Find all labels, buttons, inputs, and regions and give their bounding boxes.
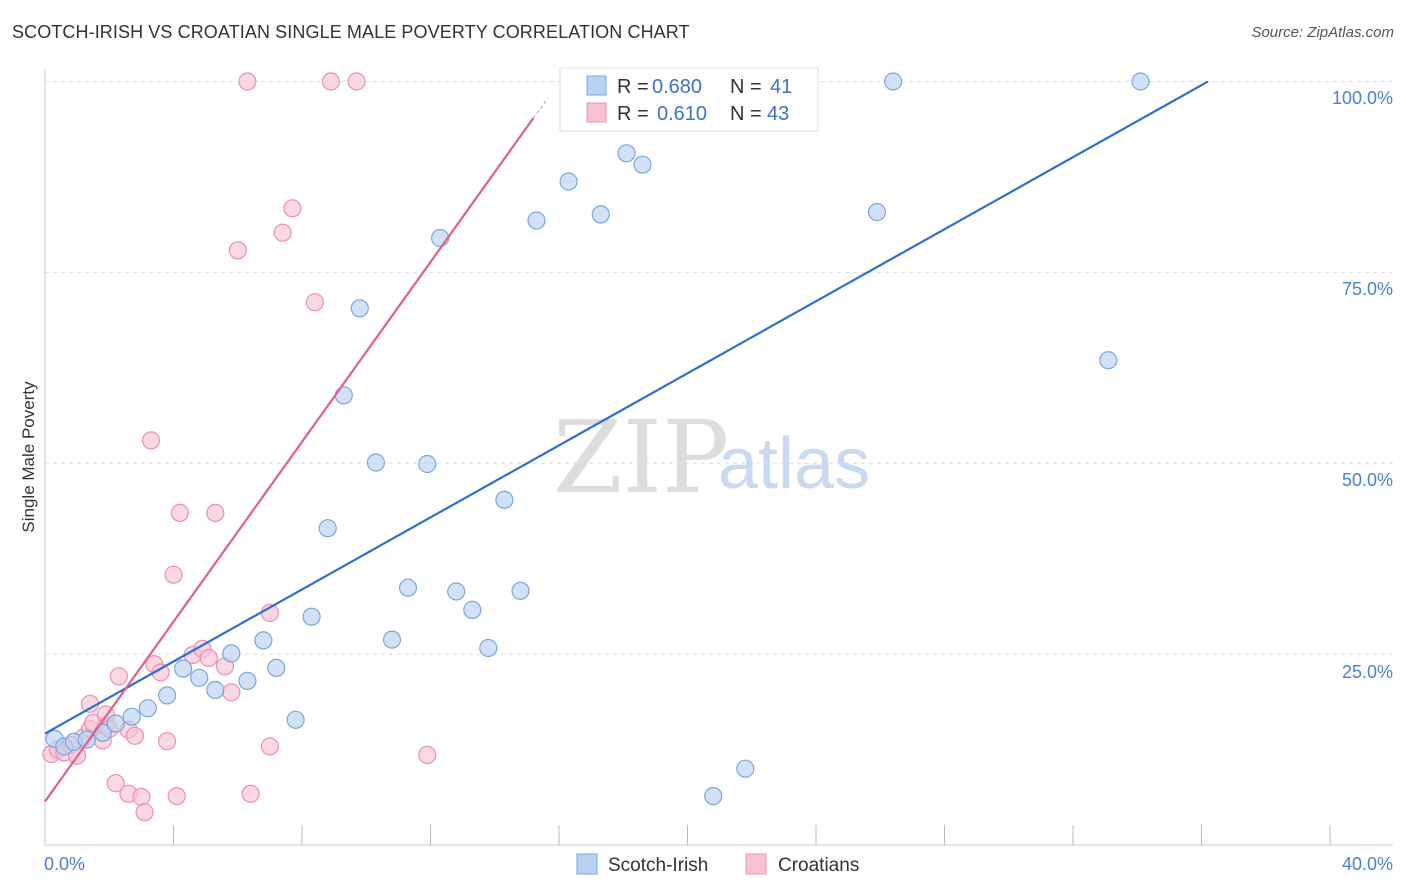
watermark: ZIP atlas [553,399,870,516]
point-scotch-irish-27 [463,600,482,620]
point-croatian-19 [135,803,154,822]
point-croatian-25 [167,786,186,806]
bottom-legend-swatch-croatians [745,853,767,875]
point-croatian-40 [305,293,324,312]
point-scotch-irish-29 [495,490,514,509]
point-scotch-irish-41 [1131,72,1150,91]
point-croatian-29 [199,648,218,668]
y-axis-label: Single Male Poverty [19,381,38,533]
point-scotch-irish-15 [267,658,286,678]
chart-title: SCOTCH-IRISH VS CROATIAN SINGLE MALE POV… [12,22,690,42]
point-scotch-irish-30 [511,581,530,600]
point-scotch-irish-32 [559,172,578,191]
point-croatian-30 [206,503,225,523]
legend-swatch-scotch-irish [586,75,607,96]
point-scotch-irish-28 [479,638,498,658]
point-scotch-irish-5 [106,714,125,733]
point-scotch-irish-25 [431,228,450,248]
grid-layer [45,81,1393,655]
point-croatian-35 [241,784,260,803]
point-scotch-irish-39 [883,72,903,91]
stats-legend: R = 0.680 N = 41 R = 0.610 N = 43 [559,67,819,132]
point-scotch-irish-21 [366,453,385,472]
point-croatian-23 [158,732,177,751]
point-scotch-irish-10 [190,668,209,687]
trend-line-croatian-extension [532,97,549,119]
point-croatian-37 [260,737,279,756]
point-scotch-irish-17 [302,607,321,626]
point-scotch-irish-38 [867,203,887,222]
point-croatian-26 [170,503,189,523]
bottom-legend-scotch-irish: Scotch-Irish [608,855,708,876]
point-scotch-irish-18 [318,519,337,538]
point-scotch-irish-34 [617,144,636,163]
y-tick-label-50: 50.0% [1342,470,1393,490]
point-scotch-irish-7 [138,699,157,718]
trend-line-scotch-irish [44,80,1209,735]
point-scotch-irish-13 [238,671,257,691]
point-scotch-irish-20 [350,299,369,318]
legend-n-value-2: 43 [767,103,789,125]
point-scotch-irish-24 [418,454,437,474]
points-layer [42,72,1150,822]
point-scotch-irish-8 [158,686,177,705]
point-croatian-14 [106,774,125,793]
point-croatian-38 [273,223,292,242]
series-legend: Scotch-Irish Croatians [576,853,859,876]
trend-layer [44,80,1209,803]
point-scotch-irish-11 [206,680,225,700]
x-tick-label-max: 40.0% [1342,854,1393,874]
legend-swatch-croatians [586,102,607,123]
point-scotch-irish-23 [398,578,418,597]
y-tick-label-75: 75.0% [1342,279,1393,299]
bottom-legend-swatch-scotch-irish [576,853,598,875]
watermark-zip: ZIP [553,399,729,516]
point-croatian-18 [132,787,151,807]
point-scotch-irish-40 [1099,351,1118,370]
point-croatian-43 [418,745,437,765]
point-scotch-irish-31 [527,211,546,230]
point-scotch-irish-6 [122,707,141,726]
point-scotch-irish-36 [704,786,723,806]
point-scotch-irish-9 [174,659,193,678]
point-scotch-irish-12 [222,644,241,663]
point-croatian-39 [283,199,302,218]
trend-line-croatian [44,117,535,803]
point-scotch-irish-14 [254,631,273,650]
legend-n-label-2: N = [730,103,762,125]
bottom-legend-croatians: Croatians [778,855,859,876]
point-croatian-17 [125,726,144,745]
watermark-atlas: atlas [718,424,870,504]
point-scotch-irish-37 [736,759,755,778]
legend-n-value-1: 41 [770,76,792,98]
point-croatian-34 [238,72,257,91]
point-croatian-42 [347,72,366,91]
axes-layer [44,68,1393,846]
y-tick-label-100: 100.0% [1332,88,1393,108]
point-scotch-irish-35 [633,155,652,174]
legend-n-label-1: N = [730,76,762,98]
point-croatian-13 [109,667,129,686]
point-croatian-33 [228,241,247,260]
legend-r-label-1: R = [617,76,649,98]
point-scotch-irish-16 [286,710,305,729]
point-croatian-41 [321,72,340,91]
legend-r-value-1: 0.680 [652,76,702,98]
point-croatian-20 [141,431,161,450]
point-croatian-32 [222,683,241,702]
x-tick-label-min: 0.0% [44,854,85,874]
legend-r-label-2: R = [617,103,649,125]
point-croatian-24 [164,565,183,584]
source-label: Source: ZipAtlas.com [1251,24,1394,41]
y-tick-label-25: 25.0% [1342,662,1393,682]
legend-r-value-2: 0.610 [657,103,707,125]
point-scotch-irish-19 [334,386,353,405]
point-scotch-irish-33 [591,205,610,224]
point-scotch-irish-22 [382,630,402,649]
point-scotch-irish-26 [447,582,466,601]
